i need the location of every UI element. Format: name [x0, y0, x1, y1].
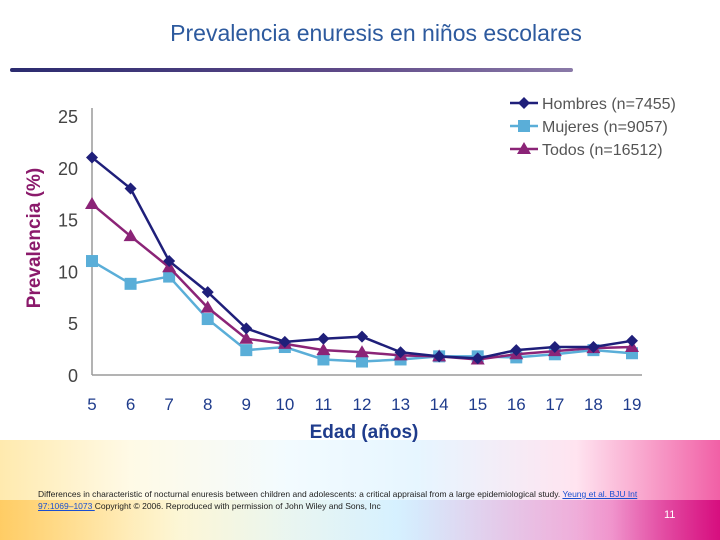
x-tick-label: 14: [430, 395, 449, 414]
legend-item: Todos (n=16512): [510, 142, 663, 159]
data-point: [433, 350, 446, 363]
data-point: [356, 330, 368, 343]
data-point: [85, 197, 99, 210]
y-tick-label: 15: [58, 211, 78, 231]
data-point: [201, 286, 214, 299]
x-tick-label: 19: [623, 395, 642, 414]
x-tick-label: 7: [164, 395, 173, 414]
legend-marker: [517, 142, 531, 154]
x-axis-title: Edad (años): [310, 422, 419, 443]
x-tick-label: 11: [315, 395, 333, 414]
data-point: [317, 353, 330, 366]
footer-citation: Differences in characteristic of nocturn…: [38, 488, 643, 512]
data-point: [548, 341, 561, 354]
data-point: [201, 313, 214, 326]
data-point: [317, 332, 330, 345]
y-tick-label: 20: [58, 159, 78, 179]
rainbow-band: [0, 500, 720, 540]
data-point: [316, 343, 331, 356]
legend-item: Hombres (n=7455): [510, 96, 676, 113]
data-point: [278, 335, 291, 348]
data-point: [86, 151, 98, 164]
title-underline: [10, 68, 573, 72]
slide-title: Prevalencia enuresis en niños escolares: [170, 20, 582, 46]
data-point: [471, 352, 484, 365]
data-point: [163, 270, 176, 283]
data-point: [355, 345, 369, 358]
data-point: [124, 182, 137, 195]
y-tick-label: 25: [58, 107, 78, 127]
data-point: [587, 341, 600, 354]
legend-label: Mujeres (n=9057): [542, 119, 668, 136]
x-tick-label: 15: [468, 395, 487, 414]
data-point: [124, 277, 137, 290]
x-tick-label: 8: [203, 395, 212, 414]
x-tick-label: 13: [391, 395, 410, 414]
x-tick-label: 5: [87, 395, 96, 414]
legend-marker: [518, 97, 530, 109]
data-point: [394, 346, 407, 359]
x-tick-label: 12: [353, 395, 372, 414]
data-point: [626, 334, 638, 347]
data-point: [163, 255, 176, 268]
citation-link[interactable]: Yeung et al. BJU Int 97:1069–1073: [38, 489, 638, 511]
x-tick-label: 16: [507, 395, 526, 414]
x-tick-label: 18: [584, 395, 603, 414]
y-axis-title: Prevalencia (%): [24, 168, 45, 308]
data-point: [356, 355, 368, 368]
y-tick-label: 10: [58, 262, 78, 282]
legend-label: Hombres (n=7455): [542, 96, 676, 113]
x-tick-label: 17: [545, 395, 564, 414]
page-number: 11: [664, 509, 676, 521]
legend-label: Todos (n=16512): [542, 142, 663, 159]
footer-copyright: Copyright © 2006. Reproduced with permis…: [94, 501, 381, 511]
y-tick-label: 5: [68, 314, 78, 334]
data-point: [510, 344, 523, 357]
footer-text: Differences in characteristic of nocturn…: [38, 489, 563, 499]
x-tick-label: 10: [275, 395, 294, 414]
x-tick-label: 6: [126, 395, 135, 414]
data-point: [240, 344, 253, 357]
y-tick-label: 0: [68, 366, 78, 386]
data-point: [86, 255, 98, 268]
series-line: [91, 156, 633, 360]
data-point: [239, 331, 254, 344]
legend-item: Mujeres (n=9057): [510, 119, 668, 136]
data-point: [123, 229, 138, 242]
x-tick-label: 9: [242, 395, 251, 414]
data-point: [200, 300, 215, 313]
legend-marker: [518, 120, 530, 132]
series-group: [86, 151, 638, 365]
data-point: [240, 322, 253, 335]
